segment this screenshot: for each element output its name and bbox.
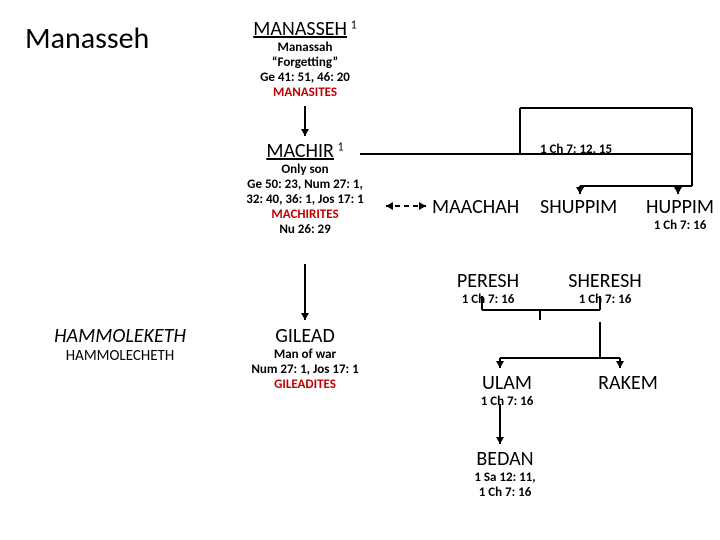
peresh-ref: 1 Ch 7: 16 (448, 293, 528, 308)
manasseh-sup: 1 (351, 19, 357, 33)
bedan-name: BEDAN (460, 448, 550, 471)
node-huppim: HUPPIM 1 Ch 7: 16 (640, 196, 720, 234)
gilead-l2: Num 27: 1, Jos 17: 1 (225, 363, 385, 378)
machir-l3: 32: 40, 36: 1, Jos 17: 1 (225, 193, 385, 208)
bedan-ref2: 1 Ch 7: 16 (460, 486, 550, 501)
machir-tribe: MACHIRITES (225, 208, 385, 223)
gilead-l1: Man of war (225, 348, 385, 363)
manasseh-name: MANASSEH (253, 17, 347, 41)
sheresh-ref: 1 Ch 7: 16 (560, 293, 650, 308)
manasseh-l2: “Forgetting” (225, 56, 385, 71)
manasseh-l3: Ge 41: 51, 46: 20 (225, 71, 385, 86)
maachah-name: MAACHAH (432, 195, 519, 219)
gilead-name: GILEAD (225, 325, 385, 348)
rakem-name: RAKEM (588, 372, 668, 395)
node-bedan: BEDAN 1 Sa 12: 11, 1 Ch 7: 16 (460, 448, 550, 501)
node-sheresh: SHERESH 1 Ch 7: 16 (560, 270, 650, 308)
hammoleketh-alt: HAMMOLECHETH (20, 348, 220, 365)
machir-l1: Only son (225, 163, 385, 178)
peresh-name: PERESH (448, 270, 528, 293)
node-peresh: PERESH 1 Ch 7: 16 (448, 270, 528, 308)
node-rakem: RAKEM (588, 372, 668, 395)
bedan-ref1: 1 Sa 12: 11, (460, 471, 550, 486)
machir-name: MACHIR (266, 139, 334, 163)
ulam-ref: 1 Ch 7: 16 (472, 395, 542, 410)
machir-tribe-ref: Nu 26: 29 (225, 223, 385, 238)
machir-side-ref: 1 Ch 7: 12, 15 (540, 143, 612, 158)
node-shuppim: SHUPPIM (540, 196, 617, 219)
node-manasseh: MANASSEH 1 Manassah “Forgetting” Ge 41: … (225, 18, 385, 101)
manasseh-l1: Manassah (225, 41, 385, 56)
machir-l2: Ge 50: 23, Num 27: 1, (225, 178, 385, 193)
node-gilead: GILEAD Man of war Num 27: 1, Jos 17: 1 G… (225, 325, 385, 393)
gilead-tribe: GILEADITES (225, 378, 385, 393)
node-maachah: MAACHAH (432, 196, 519, 219)
huppim-name: HUPPIM (640, 196, 720, 219)
hammoleketh-name: HAMMOLEKETH (20, 325, 220, 348)
machir-sup: 1 (338, 141, 344, 155)
node-machir: MACHIR 1 Only son Ge 50: 23, Num 27: 1, … (225, 140, 385, 238)
shuppim-name: SHUPPIM (540, 195, 617, 219)
manasseh-tribe: MANASITES (225, 86, 385, 101)
sheresh-name: SHERESH (560, 270, 650, 293)
node-hammoleketh: HAMMOLEKETH HAMMOLECHETH (20, 325, 220, 365)
ulam-name: ULAM (472, 372, 542, 395)
page-title: Manasseh (25, 20, 149, 57)
huppim-ref: 1 Ch 7: 16 (640, 219, 720, 234)
node-ulam: ULAM 1 Ch 7: 16 (472, 372, 542, 410)
